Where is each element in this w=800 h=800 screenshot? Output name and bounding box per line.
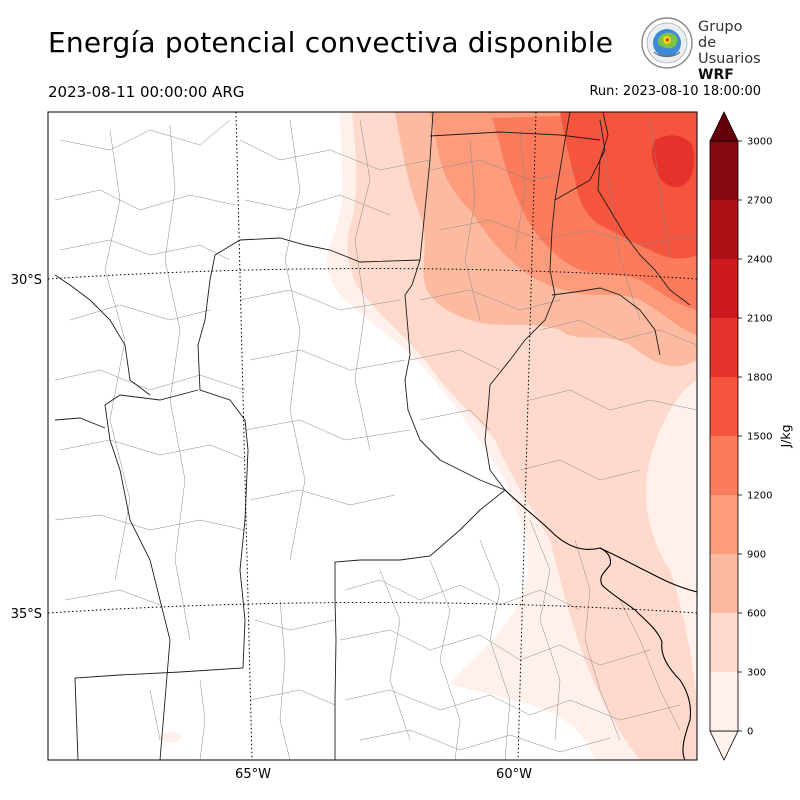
colorbar-tick-label-900: 900 [747, 550, 766, 561]
colorbar-unit-label: J/kg [778, 424, 793, 448]
colorbar-swatch-600-900 [710, 554, 738, 613]
colorbar-swatch-0-300 [710, 672, 738, 731]
lon-line-65w [235, 112, 253, 760]
colorbar-extend-max [709, 111, 739, 142]
colorbar-swatch-300-600 [710, 613, 738, 672]
colorbar-extend-min [709, 730, 739, 761]
colorbar-swatch-1200-1500 [710, 436, 738, 495]
colorbar-swatch-2700-3000 [710, 141, 738, 200]
colorbar-tick-label-2700: 2700 [747, 196, 772, 207]
colorbar-swatch-2100-2400 [710, 259, 738, 318]
lat-label-35s: 35°S [11, 607, 42, 622]
coastline [504, 489, 697, 760]
logo-line-1: Grupo de [698, 19, 743, 51]
logo-emblem-icon [641, 17, 693, 69]
colorbar-tick-label-600: 600 [747, 609, 766, 620]
colorbar: 0 300 600 900 1200 1500 1800 2100 2400 2700 3000 [709, 111, 772, 761]
colorbar-tick-label-1200: 1200 [747, 491, 772, 502]
colorbar-tick-label-2400: 2400 [747, 255, 772, 266]
province-boundaries [54, 112, 691, 760]
wrf-logo: Grupo de Usuarios WRF [640, 16, 761, 83]
lon-label-60w: 60°W [496, 767, 532, 782]
lat-line-30s [48, 268, 697, 280]
cape-level-1800-2100 [652, 135, 695, 188]
colorbar-tick-label-1800: 1800 [747, 373, 772, 384]
colorbar-tick-label-300: 300 [747, 668, 766, 679]
colorbar-swatch-900-1200 [710, 495, 738, 554]
lon-label-65w: 65°W [235, 767, 271, 782]
colorbar-tick-label-1500: 1500 [747, 432, 772, 443]
logo-line-2: Usuarios [698, 51, 761, 67]
lon-line-60w [517, 112, 537, 760]
graticule [48, 112, 697, 760]
run-time: Run: 2023-08-10 18:00:00 [589, 84, 761, 99]
colorbar-tick-label-0: 0 [747, 727, 753, 738]
valid-time: 2023-08-11 00:00:00 ARG [48, 83, 245, 101]
colorbar-tick-label-2100: 2100 [747, 314, 772, 325]
colorbar-tick-label-3000: 3000 [747, 137, 772, 148]
logo-line-3: WRF [698, 67, 734, 83]
cape-patch-sw [160, 732, 182, 743]
lat-line-35s [48, 602, 697, 614]
lat-label-30s: 30°S [11, 273, 42, 288]
department-boundaries [54, 119, 697, 760]
colorbar-swatch-2400-2700 [710, 200, 738, 259]
map-frame [47, 111, 698, 761]
chart-title: Energía potencial convectiva disponible [48, 26, 614, 59]
colorbar-swatch-1800-2100 [710, 318, 738, 377]
colorbar-swatch-1500-1800 [710, 377, 738, 436]
